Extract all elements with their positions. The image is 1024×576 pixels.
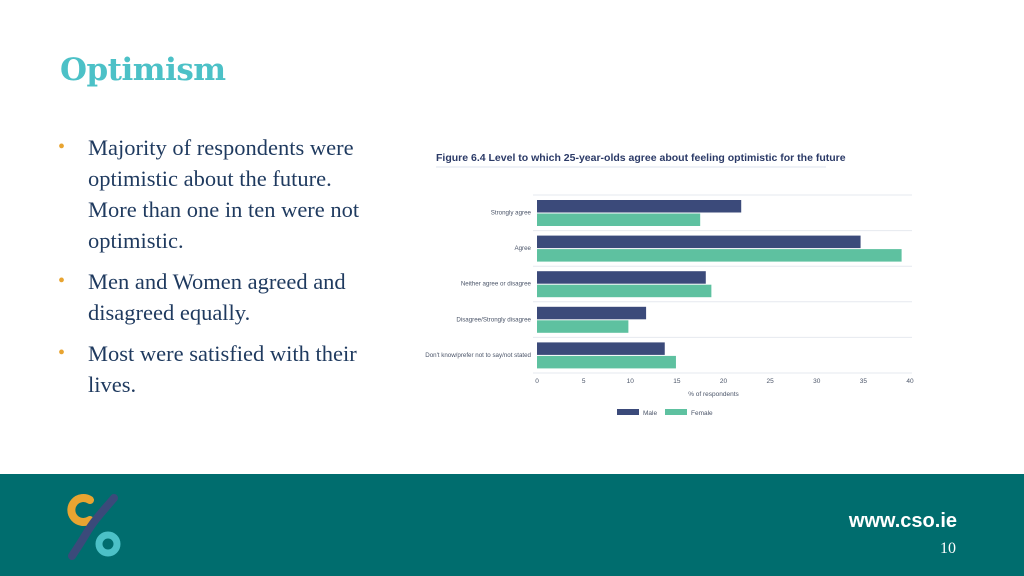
bullet-text: Men and Women agreed and disagreed equal… (88, 269, 346, 325)
bar-male (537, 342, 665, 355)
bullet-item: • Majority of respondents were optimistic… (56, 132, 376, 256)
x-tick-label: 40 (906, 378, 914, 385)
bullet-item: • Most were satisfied with their lives. (56, 338, 376, 400)
x-tick-label: 35 (860, 378, 868, 385)
category-label: Don't know/prefer not to say/not stated (425, 352, 531, 359)
legend-swatch-male (617, 409, 639, 415)
chart-figure: Figure 6.4 Level to which 25-year-olds a… (410, 145, 930, 425)
category-label: Disagree/Strongly disagree (456, 316, 531, 323)
bar-male (537, 271, 706, 284)
footer-bar: www.cso.ie 10 (0, 474, 1024, 576)
slide-title: Optimism (60, 52, 226, 88)
legend-label-male: Male (643, 410, 657, 417)
bar-female (537, 249, 902, 262)
bar-chart: Figure 6.4 Level to which 25-year-olds a… (425, 152, 914, 417)
legend-label-female: Female (691, 410, 713, 417)
bullet-list: • Majority of respondents were optimistic… (56, 132, 376, 410)
page-number: 10 (940, 540, 956, 557)
x-tick-label: 25 (767, 378, 775, 385)
x-tick-label: 20 (720, 378, 728, 385)
legend-swatch-female (665, 409, 687, 415)
website-link[interactable]: www.cso.ie (848, 510, 957, 532)
bar-female (537, 213, 701, 226)
bullet-text: Most were satisfied with their lives. (88, 341, 357, 397)
bar-female (537, 320, 629, 333)
x-axis-label: % of respondents (688, 391, 739, 398)
bar-male (537, 306, 647, 320)
x-tick-label: 30 (813, 378, 821, 385)
category-label: Agree (514, 245, 531, 252)
x-tick-label: 10 (627, 378, 635, 385)
bar-male (537, 235, 861, 249)
cso-logo-icon (64, 490, 128, 566)
bar-female (537, 355, 676, 369)
bullet-text: Majority of respondents were optimistic … (88, 135, 360, 253)
x-tick-label: 0 (535, 378, 539, 385)
bar-female (537, 284, 712, 298)
x-tick-label: 5 (582, 378, 586, 385)
bullet-item: • Men and Women agreed and disagreed equa… (56, 266, 376, 328)
bar-male (537, 200, 742, 213)
category-label: Strongly agree (491, 210, 532, 217)
bullet-icon: • (58, 136, 66, 158)
category-label: Neither agree or disagree (461, 281, 532, 288)
bullet-icon: • (58, 270, 66, 292)
bullet-icon: • (58, 342, 66, 364)
x-tick-label: 15 (673, 378, 681, 385)
chart-title: Figure 6.4 Level to which 25-year-olds a… (436, 152, 846, 164)
